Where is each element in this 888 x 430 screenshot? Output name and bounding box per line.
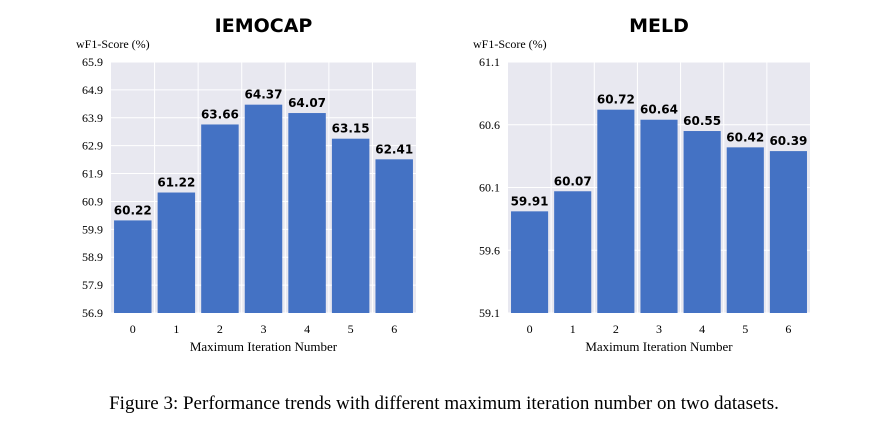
y-tick-label: 65.9 xyxy=(82,55,103,69)
bar-value-label: 61.22 xyxy=(157,176,195,190)
chart-title: MELD xyxy=(629,15,689,37)
y-tick-label: 58.9 xyxy=(82,250,103,264)
y-tick-label: 63.9 xyxy=(82,111,103,125)
bar-value-label: 64.37 xyxy=(245,88,283,102)
figure-caption: Figure 3: Performance trends with differ… xyxy=(109,393,779,414)
bar-value-label: 62.41 xyxy=(375,142,413,156)
chart-iemocap: 56.9 57.9 58.9 59.9 60.9 61.9 62.9 63.9 64.9 65.9… xyxy=(76,15,416,354)
bar xyxy=(640,119,678,313)
bar xyxy=(114,220,152,313)
x-tick-label: 6 xyxy=(391,322,397,336)
chart-meld: 59.1 59.6 60.1 60.6 61.1 59.91 0 60.07 1 60.72 2 60… xyxy=(473,15,810,354)
x-tick-label: 0 xyxy=(527,322,533,336)
bar-value-label: 60.39 xyxy=(769,134,807,148)
x-tick-label: 2 xyxy=(217,322,223,336)
bar xyxy=(726,147,764,313)
y-tick-label: 60.1 xyxy=(479,181,500,195)
x-tick-label: 6 xyxy=(785,322,791,336)
bar xyxy=(201,124,239,314)
bar-value-label: 60.42 xyxy=(726,130,764,144)
bar xyxy=(769,151,807,313)
y-tick-label: 60.6 xyxy=(479,118,500,132)
y-axis-label: wF1-Score (%) xyxy=(76,37,150,51)
x-tick-label: 4 xyxy=(304,322,310,336)
bar-value-label: 59.91 xyxy=(511,194,549,208)
bar xyxy=(375,159,413,313)
x-axis-label: Maximum Iteration Number xyxy=(585,339,733,354)
y-tick-label: 61.1 xyxy=(479,55,500,69)
x-axis-label: Maximum Iteration Number xyxy=(190,339,338,354)
y-tick-label: 57.9 xyxy=(82,278,103,292)
bar-value-label: 63.15 xyxy=(332,122,370,136)
bar-value-label: 60.72 xyxy=(597,93,635,107)
bar-value-label: 64.07 xyxy=(288,96,326,110)
bar xyxy=(288,113,326,313)
bar-value-label: 60.07 xyxy=(554,174,592,188)
bar xyxy=(511,211,549,313)
x-tick-label: 5 xyxy=(348,322,354,336)
y-tick-label: 64.9 xyxy=(82,83,103,97)
bar xyxy=(157,192,196,313)
x-tick-label: 2 xyxy=(613,322,619,336)
bar-value-label: 60.55 xyxy=(683,114,721,128)
figure-charts: 56.9 57.9 58.9 59.9 60.9 61.9 62.9 63.9 64.9 65.9… xyxy=(76,15,810,354)
y-tick-label: 56.9 xyxy=(82,306,103,320)
bar xyxy=(683,131,721,313)
x-tick-label: 3 xyxy=(261,322,267,336)
x-tick-label: 1 xyxy=(570,322,576,336)
bar xyxy=(597,109,635,313)
x-tick-label: 0 xyxy=(130,322,136,336)
bar xyxy=(331,138,370,313)
y-tick-label: 59.6 xyxy=(479,243,500,257)
bar-value-label: 63.66 xyxy=(201,107,239,121)
bar xyxy=(554,191,592,313)
x-tick-label: 3 xyxy=(656,322,662,336)
x-tick-label: 1 xyxy=(173,322,179,336)
chart-title: IEMOCAP xyxy=(215,15,313,37)
bar-value-label: 60.64 xyxy=(640,103,678,117)
y-tick-label: 59.9 xyxy=(82,222,103,236)
x-tick-label: 5 xyxy=(742,322,748,336)
y-tick-label: 62.9 xyxy=(82,139,103,153)
y-tick-label: 59.1 xyxy=(479,306,500,320)
bar xyxy=(244,104,283,313)
y-tick-label: 60.9 xyxy=(82,194,103,208)
y-tick-label: 61.9 xyxy=(82,167,103,181)
bar-value-label: 60.22 xyxy=(114,203,152,217)
x-tick-label: 4 xyxy=(699,322,705,336)
y-axis-label: wF1-Score (%) xyxy=(473,37,547,51)
